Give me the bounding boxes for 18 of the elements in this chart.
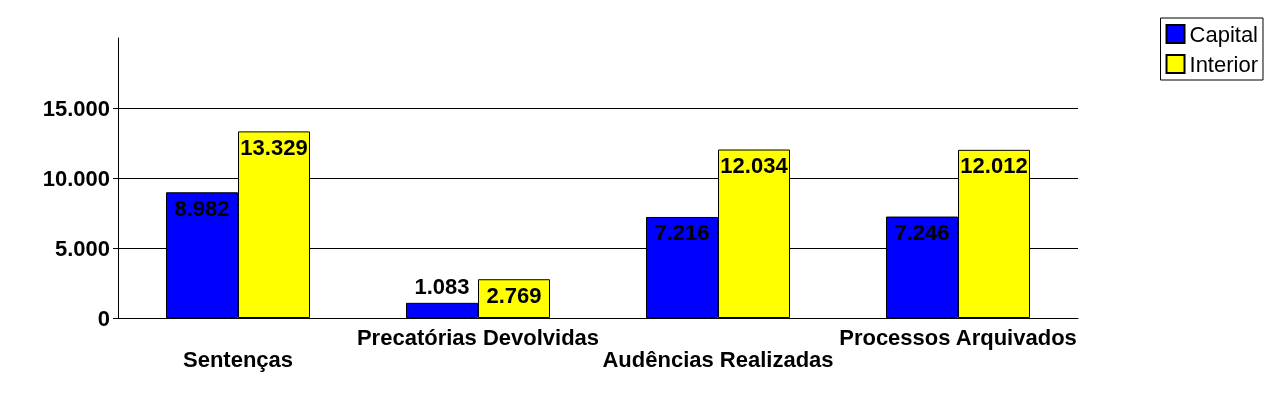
data-label: 7.216 [654, 220, 710, 246]
y-tick-label: 10.000 [42, 165, 110, 191]
data-label: 1.083 [414, 274, 470, 300]
legend-label: Interior [1189, 51, 1258, 77]
data-label: 13.329 [240, 134, 308, 160]
x-tick-label: Sentenças [182, 346, 294, 372]
data-label: 8.982 [174, 195, 230, 221]
legend-label: Capital [1189, 21, 1258, 47]
data-label: 12.034 [720, 153, 789, 179]
data-label: 7.246 [894, 220, 950, 246]
y-tick-label: 5.000 [54, 235, 110, 261]
data-label: 12.012 [960, 153, 1028, 179]
x-tick-label: Processos Arquivados [839, 324, 1077, 350]
data-label: 2.769 [486, 282, 542, 308]
y-tick-label: 0 [97, 305, 110, 331]
y-tick-label: 15.000 [42, 95, 110, 121]
x-tick-label: Audências Realizadas [602, 346, 834, 372]
x-tick-label: Precatórias Devolvidas [356, 324, 600, 350]
